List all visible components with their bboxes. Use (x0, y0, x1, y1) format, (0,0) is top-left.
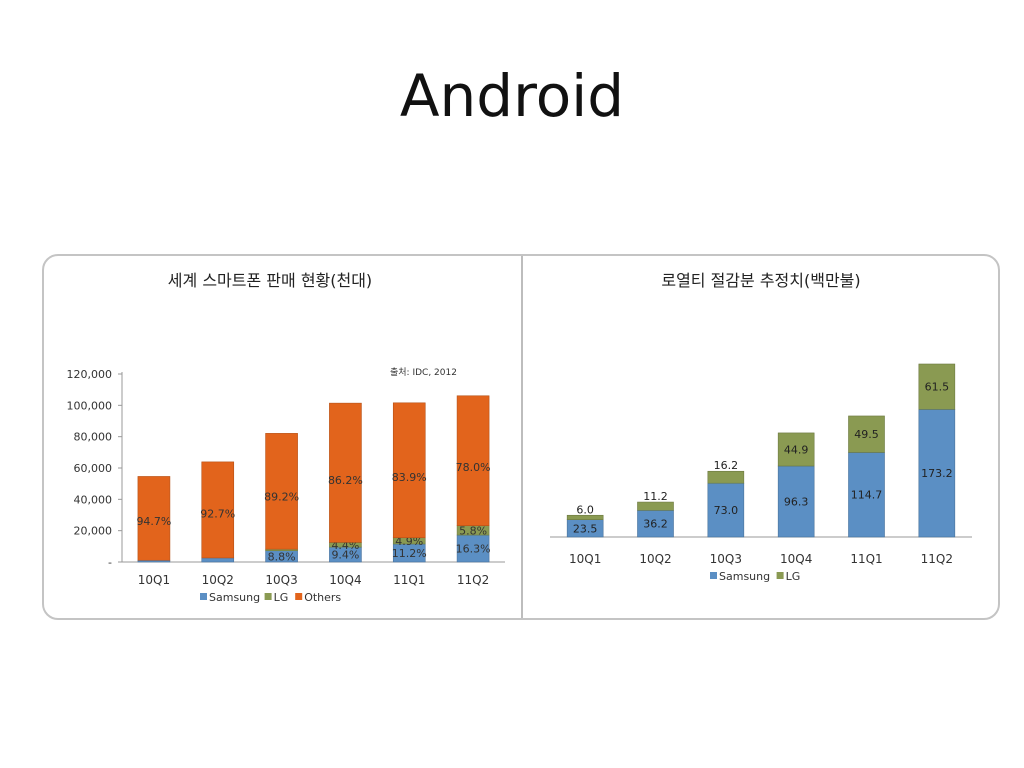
panel-divider (521, 256, 523, 618)
right-bar-lg (848, 415, 885, 453)
left-data-label: 92.7% (200, 508, 235, 521)
right-legend-swatch-lg (776, 572, 784, 579)
right-bar-samsung (707, 482, 745, 538)
left-legend-swatch-samsung (200, 593, 207, 600)
right-data-label: 16.2 (714, 459, 739, 472)
right-data-label: 96.3 (784, 496, 809, 509)
right-legend-swatch-samsung (710, 572, 717, 579)
left-bar-others (137, 476, 171, 561)
left-data-label: 4.9% (395, 535, 423, 548)
right-data-label: 114.7 (851, 489, 883, 502)
left-bar-samsung (201, 557, 235, 563)
left-x-tick-label: 10Q2 (202, 573, 234, 587)
left-data-label: 83.9% (392, 471, 427, 484)
right-bar-lg (918, 363, 956, 410)
right-x-tick-label: 10Q2 (639, 552, 671, 566)
left-y-tick-label: 20,000 (74, 525, 113, 538)
left-data-label: 8.8% (268, 550, 296, 563)
left-x-tick-label: 10Q1 (138, 573, 170, 587)
right-legend-label: LG (786, 570, 801, 583)
left-chart-title: 세계 스마트폰 판매 현황(천대) (168, 271, 372, 290)
left-y-tick-label: 80,000 (74, 431, 113, 444)
right-x-tick-label: 10Q4 (780, 552, 812, 566)
left-y-tick-label: - (108, 556, 112, 569)
right-data-label: 23.5 (573, 522, 598, 535)
left-legend-label: Others (304, 591, 341, 604)
right-bar-samsung (848, 452, 885, 538)
left-legend-swatch-lg (264, 593, 272, 600)
right-data-label: 6.0 (576, 503, 594, 516)
left-legend-swatch-others (295, 593, 303, 600)
right-bar-lg (777, 432, 815, 467)
right-bar-lg (707, 470, 745, 484)
left-data-label: 94.7% (136, 515, 171, 528)
left-data-label: 9.4% (331, 549, 359, 562)
right-bar-lg (637, 501, 674, 511)
right-bar-lg (566, 514, 604, 520)
left-bar-samsung (456, 534, 490, 563)
right-data-label: 61.5 (925, 381, 950, 394)
left-bar-others (201, 461, 235, 559)
right-x-tick-label: 11Q1 (850, 552, 882, 566)
left-data-label: 11.2% (392, 547, 427, 560)
left-data-label: 86.2% (328, 474, 363, 487)
left-y-tick-label: 120,000 (67, 368, 113, 381)
right-legend-label: Samsung (719, 570, 770, 583)
right-data-label: 11.2 (643, 490, 668, 503)
left-data-label: 16.3% (456, 543, 491, 556)
left-x-tick-label: 11Q2 (457, 573, 489, 587)
right-x-tick-label: 11Q2 (921, 552, 953, 566)
right-data-label: 36.2 (643, 518, 668, 531)
left-legend-label: Samsung (209, 591, 260, 604)
left-legend-label: LG (274, 591, 289, 604)
slide-title: Android (399, 62, 625, 130)
left-bar-others (265, 433, 298, 550)
left-y-tick-label: 40,000 (74, 493, 113, 506)
right-chart: 23.5 6.0 10Q1 36.2 11.2 10Q2 73.0 16.2 10Q3 96.3 4… (550, 363, 972, 583)
right-data-label: 44.9 (784, 443, 809, 456)
left-y-tick-label: 100,000 (67, 399, 113, 412)
right-data-label: 173.2 (921, 467, 953, 480)
left-x-tick-label: 11Q1 (393, 573, 425, 587)
right-x-tick-label: 10Q3 (710, 552, 742, 566)
right-bar-samsung (918, 409, 956, 538)
left-bar-others (456, 395, 490, 526)
left-x-tick-label: 10Q4 (329, 573, 361, 587)
right-data-label: 49.5 (854, 428, 879, 441)
right-bar-samsung (637, 510, 674, 538)
right-data-label: 73.0 (714, 504, 739, 517)
right-chart-title: 로열티 절감분 추정치(백만불) (661, 271, 860, 290)
left-data-label: 89.2% (264, 491, 299, 504)
right-x-tick-label: 10Q1 (569, 552, 601, 566)
left-data-label: 78.0% (456, 461, 491, 474)
right-bar-samsung (777, 465, 815, 538)
left-y-tick-label: 60,000 (74, 462, 113, 475)
left-x-tick-label: 10Q3 (265, 573, 297, 587)
left-bar-others (329, 402, 362, 543)
left-bar-others (392, 402, 426, 539)
left-chart-source-note: 출처: IDC, 2012 (390, 366, 457, 378)
left-data-label: 5.8% (459, 524, 487, 537)
left-chart: 120,000 100,000 80,000 60,000 40,000 20,000 - 9… (67, 368, 505, 604)
